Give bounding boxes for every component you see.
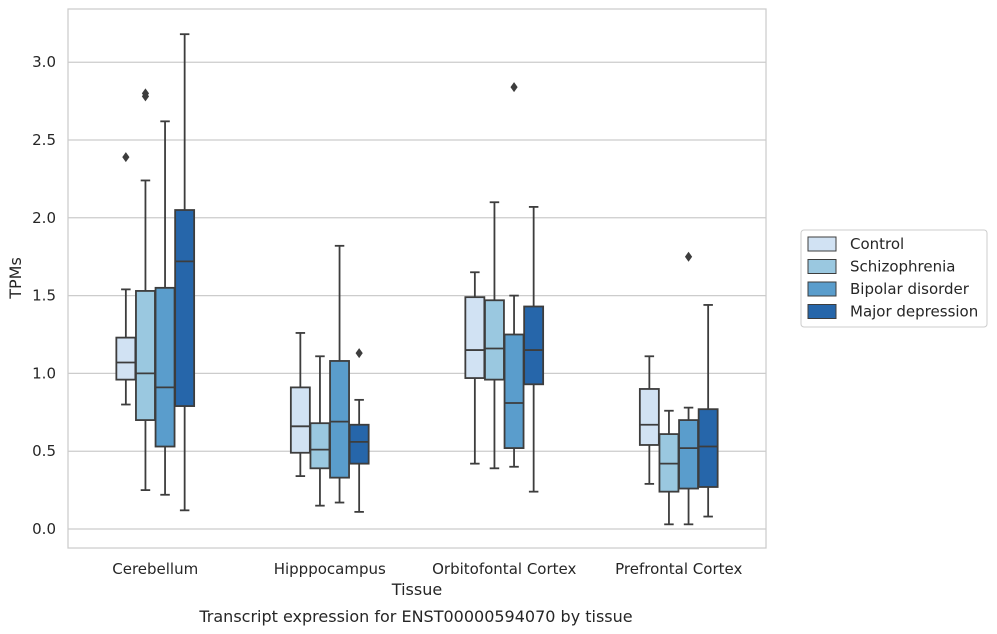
outlier-point [355,348,363,359]
legend-frame [800,229,988,328]
box-iqr [464,296,486,379]
x-axis-label: Tissue [391,580,442,599]
box-iqr [329,360,350,479]
box-iqr [348,423,370,465]
box-control [638,355,660,485]
box-groups [115,33,719,526]
y-tick-label: 3.0 [32,53,56,71]
chart-caption: Transcript expression for ENST0000059407… [198,607,632,626]
y-tick-label: 0.5 [32,442,56,460]
y-axis-label: TPMs [6,257,25,300]
legend-label: Major depression [850,303,978,321]
x-tick-labels: Cerebellum Hipppocampus Orbitofontal Corte… [112,560,742,578]
legend-swatch [807,236,837,252]
outlier-point [510,82,518,93]
legend-label: Control [850,235,904,253]
box-major-depression [523,206,545,493]
outlier-point [122,152,130,163]
y-tick-label: 1.5 [32,287,56,305]
box-iqr [503,333,525,449]
box-iqr [115,336,137,381]
box-major-depression [697,304,719,518]
box-control [464,271,486,465]
legend-swatch [807,259,837,274]
box-major-depression [348,348,370,513]
box-major-depression [174,33,196,512]
legend: Control Schizophrenia Bipolar disorder Majo… [800,229,988,328]
x-tick-label: Hipppocampus [274,560,386,578]
legend-label: Bipolar disorder [850,280,970,298]
box-iqr [678,419,699,490]
box-iqr [484,299,505,381]
plot-frame [67,8,767,549]
box-control [289,332,311,477]
x-tick-label: Prefrontal Cortex [615,560,742,578]
y-tick-label: 1.0 [32,364,56,382]
box-schizophrenia [135,88,156,492]
box-iqr [289,386,311,454]
box-iqr [309,422,331,470]
x-tick-label: Orbitofontal Cortex [432,560,576,578]
box-iqr [638,388,660,446]
legend-swatch [807,281,837,297]
box-bipolar-disorder [503,82,525,468]
box-iqr [154,286,176,448]
y-tick-label: 2.5 [32,131,56,149]
box-control [115,152,137,406]
y-tick-label: 0.0 [32,520,56,538]
y-tick-label: 2.0 [32,209,56,227]
outlier-point [684,251,693,262]
box-iqr [135,290,156,421]
y-tick-labels: 0.0 0.5 1.0 1.5 2.0 2.5 3.0 [32,53,56,538]
x-tick-label: Cerebellum [112,560,198,578]
legend-label: Schizophrenia [850,258,955,276]
box-iqr [523,305,545,386]
box-iqr [174,209,196,407]
box-bipolar-disorder [329,244,350,504]
box-iqr [697,408,719,488]
outlier-point [141,88,150,99]
legend-swatch [807,304,837,319]
